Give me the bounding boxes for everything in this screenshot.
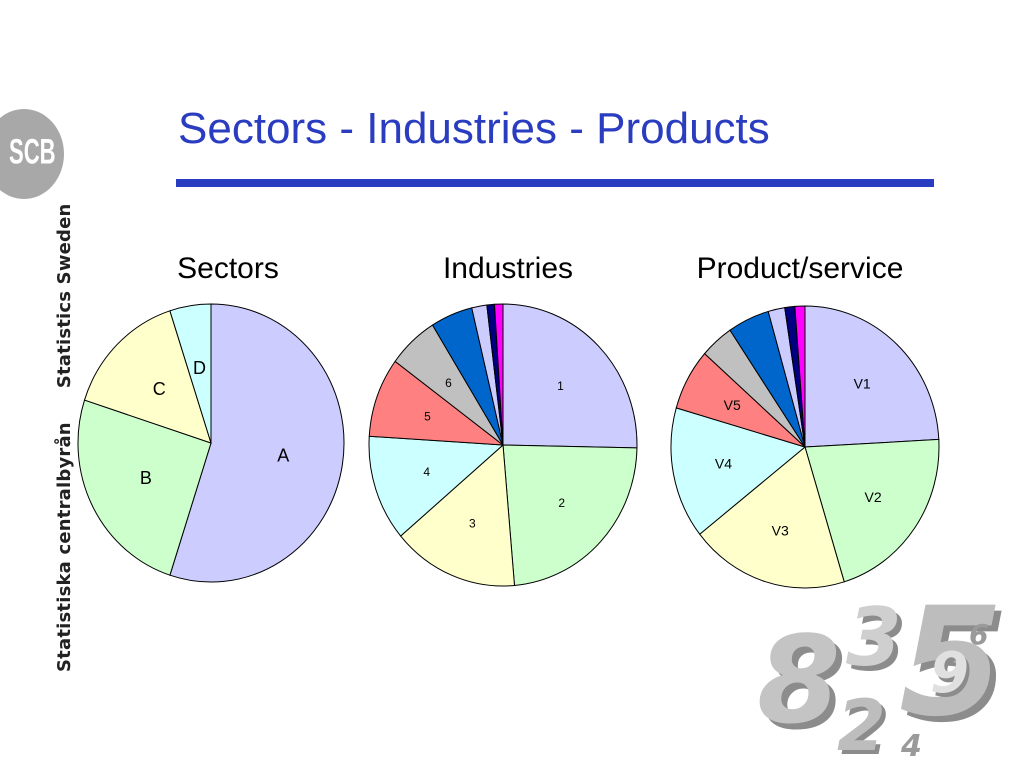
pie-slice-v3 — [699, 446, 845, 589]
pie-label-v2: V2 — [865, 489, 882, 505]
digit-6: 6 — [969, 618, 988, 651]
digit-5-shadow: 5 — [905, 582, 1009, 756]
side-text-bottom: Statistiska centralbyrån — [54, 422, 75, 672]
pie-slice-1 — [502, 303, 638, 449]
scb-logo: SCB — [0, 109, 64, 199]
pie-title-industries: Industries — [442, 252, 574, 285]
title-rule — [176, 179, 934, 187]
digit-4: 4 — [900, 729, 922, 760]
pie-slice-v2 — [804, 438, 940, 583]
pie-slice-a — [169, 303, 345, 583]
slide-title: Sectors - Industries - Products — [178, 104, 770, 153]
side-text: Statistiska centralbyrån Statistics Swede… — [54, 203, 75, 672]
digit-9: 9 — [930, 641, 969, 706]
digit-2: 2 — [837, 685, 886, 760]
side-text-top: Statistics Sweden — [54, 203, 75, 389]
pie-title-sectors: Sectors — [177, 252, 279, 285]
pie-label-2: 2 — [558, 496, 565, 510]
pie-chart-products: V1 V2 V3 V4 V5 — [670, 305, 940, 589]
pie-label-a: A — [277, 445, 289, 465]
pie-slice-3 — [399, 443, 516, 587]
digit-8: 8 — [757, 612, 841, 751]
pie-slice-d — [169, 303, 212, 444]
digit-5: 5 — [899, 576, 1003, 750]
pie-label-v5: V5 — [724, 397, 741, 413]
pie-slice-b — [77, 399, 212, 576]
pie-slice-v1 — [804, 305, 940, 448]
pie-label-v1: V1 — [854, 375, 871, 391]
pie-slice-v4 — [670, 407, 807, 535]
pie-slice-10 — [794, 305, 806, 448]
pie-label-3: 3 — [469, 516, 476, 530]
digit-3: 3 — [846, 591, 902, 684]
pie-label-1: 1 — [557, 379, 564, 393]
pie-label-d: D — [193, 358, 206, 378]
pie-chart-sectors: A B C D — [77, 303, 345, 583]
digit-2-shadow: 2 — [841, 689, 890, 760]
pie-label-5: 5 — [424, 409, 431, 423]
pie-slice-5 — [368, 360, 505, 446]
digit-9-shadow: 9 — [933, 645, 972, 710]
scb-logo-text: SCB — [9, 132, 56, 171]
digit-3-shadow: 3 — [851, 596, 907, 689]
pie-slice-4 — [368, 435, 505, 537]
pie-label-4: 4 — [423, 465, 430, 479]
pie-slice-c — [83, 310, 212, 444]
pie-title-products: Product/service — [696, 252, 904, 285]
pie-label-b: B — [140, 468, 152, 488]
digit-8-shadow: 8 — [763, 618, 847, 757]
pie-slice-2 — [502, 444, 638, 587]
pie-label-v4: V4 — [715, 456, 732, 472]
pie-label-c: C — [153, 379, 166, 399]
pie-label-6: 6 — [445, 376, 452, 390]
pie-label-v3: V3 — [772, 522, 789, 538]
pie-chart-industries: 1 2 3 4 5 6 — [368, 303, 638, 587]
decorative-digits: 8 8 3 3 5 5 2 2 9 9 6 4 — [757, 576, 1009, 760]
scb-logo-disc — [0, 109, 64, 199]
pie-slice-10 — [493, 303, 504, 446]
